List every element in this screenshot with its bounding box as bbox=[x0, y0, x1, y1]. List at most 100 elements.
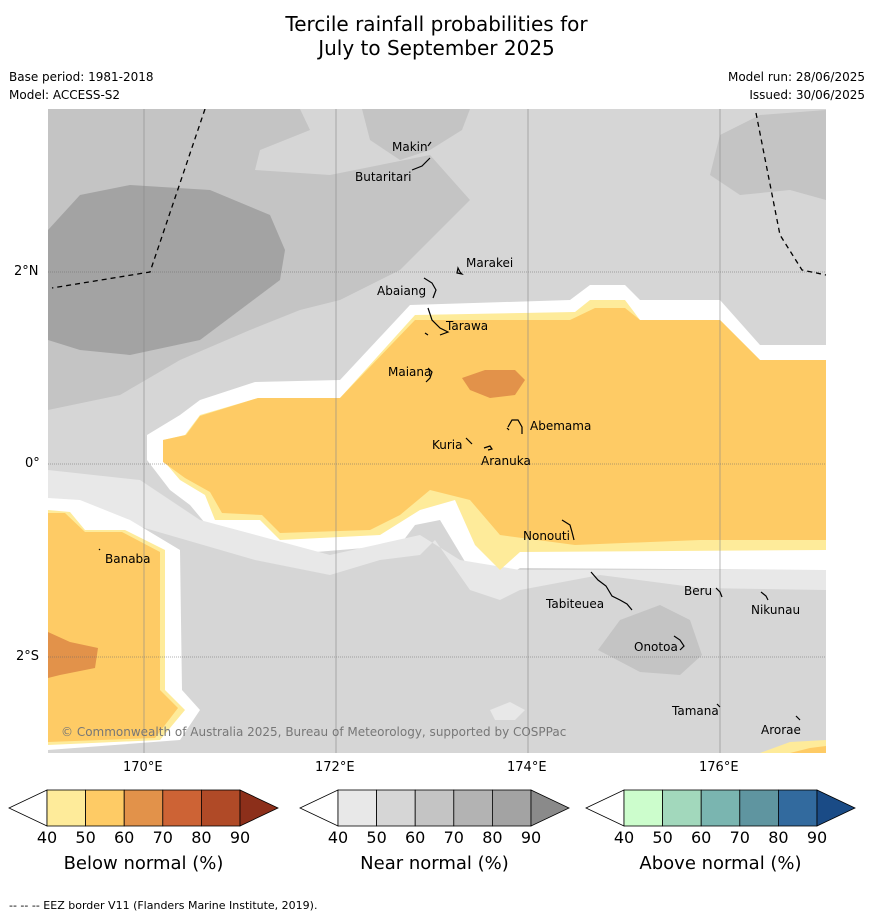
near-normal-40-50-band bbox=[48, 470, 826, 600]
label-beru: Beru bbox=[684, 584, 712, 598]
island-aranuka bbox=[483, 445, 493, 451]
label-abemama: Abemama bbox=[530, 419, 591, 433]
lat-tick-2n: 2°N bbox=[14, 264, 39, 279]
lon-tick-174e: 174°E bbox=[507, 760, 547, 775]
eez-footnote: -- -- -- EEZ border V11 (Flanders Marine… bbox=[9, 899, 318, 912]
colorbar-0-high-arrow bbox=[239, 789, 279, 827]
colorbar-1-tick-70: 70 bbox=[443, 828, 464, 847]
colorbar-0-segment-5 bbox=[200, 789, 241, 827]
colorbar-2-tick-70: 70 bbox=[729, 828, 750, 847]
near-normal-70-80-region bbox=[48, 185, 285, 355]
colorbar-2-tick-80: 80 bbox=[768, 828, 789, 847]
colorbar-2-segment-3 bbox=[700, 789, 741, 827]
island-tamana bbox=[716, 703, 721, 708]
label-banaba: Banaba bbox=[105, 552, 151, 566]
lon-tick-170e: 170°E bbox=[123, 760, 163, 775]
lat-tick-2s: 2°S bbox=[16, 649, 40, 664]
label-abaiang: Abaiang bbox=[377, 284, 426, 298]
lon-tick-172e: 172°E bbox=[315, 760, 355, 775]
lat-tick-0: 0° bbox=[25, 456, 40, 471]
banaba-60-70-region bbox=[48, 513, 178, 742]
label-onotoa: Onotoa bbox=[634, 640, 678, 654]
label-nikunau: Nikunau bbox=[751, 603, 800, 617]
graticule bbox=[48, 271, 826, 658]
label-tamana: Tamana bbox=[671, 704, 719, 718]
island-kuria bbox=[465, 437, 473, 445]
colorbar-0-tick-90: 90 bbox=[229, 828, 251, 847]
below-normal-60-70-region bbox=[163, 308, 826, 545]
label-makin: Makin bbox=[392, 140, 428, 154]
label-aranuka: Aranuka bbox=[481, 454, 531, 468]
colorbar-0-label: Below normal (%) bbox=[63, 853, 224, 874]
probability-field: Makin Butaritari Marakei Abaiang Tarawa … bbox=[48, 109, 826, 753]
colorbar-1-segment-3 bbox=[414, 789, 455, 827]
lon-tick-176e: 176°E bbox=[699, 760, 739, 775]
island-abaiang bbox=[423, 277, 437, 299]
base-period: Base period: 1981-2018 bbox=[9, 70, 154, 84]
island-tabiteuea bbox=[590, 571, 633, 611]
issued-date: Issued: 30/06/2025 bbox=[749, 88, 865, 102]
colorbar-2-tick-90: 90 bbox=[806, 828, 828, 847]
colorbar-2-segment-1 bbox=[623, 789, 663, 827]
colorbar-near-normal bbox=[299, 789, 570, 827]
island-nikunau bbox=[760, 591, 769, 601]
island-abemama bbox=[506, 419, 523, 434]
colorbar-2-segment-4 bbox=[739, 789, 779, 827]
colorbar-2-high-arrow bbox=[816, 789, 856, 827]
label-arorae: Arorae bbox=[761, 723, 801, 737]
colorbar-above-normal bbox=[585, 789, 856, 827]
island-marakei bbox=[456, 266, 464, 275]
title-line-1: Tercile rainfall probabilities for bbox=[285, 12, 588, 36]
near-normal-small-patch bbox=[490, 702, 525, 720]
near-normal-60-70-ne bbox=[710, 110, 826, 200]
island-maiana bbox=[425, 367, 433, 383]
near-normal-60-70-onotoa bbox=[598, 605, 702, 675]
colorbar-0-segment-2 bbox=[85, 789, 125, 827]
island-makin bbox=[411, 141, 432, 171]
colorbar-1-tick-60: 60 bbox=[405, 828, 426, 847]
colorbar-1-low-arrow bbox=[299, 789, 339, 827]
colorbar-0-tick-60: 60 bbox=[114, 828, 135, 847]
colorbar-0-segment-1 bbox=[46, 789, 86, 827]
label-marakei: Marakei bbox=[466, 256, 513, 270]
island-nonouti bbox=[561, 519, 575, 541]
island-tarawa bbox=[424, 307, 450, 336]
colorbar-0-tick-40: 40 bbox=[36, 828, 58, 847]
place-labels: Makin Butaritari Marakei Abaiang Tarawa … bbox=[105, 140, 801, 737]
colorbar-2-low-arrow bbox=[585, 789, 625, 827]
island-onotoa bbox=[673, 635, 685, 651]
title-line-2: July to September 2025 bbox=[318, 36, 555, 60]
meridians bbox=[143, 109, 721, 753]
colorbar-1-tick-80: 80 bbox=[482, 828, 503, 847]
colorbar-0-tick-70: 70 bbox=[152, 828, 173, 847]
colorbar-2-tick-50: 50 bbox=[652, 828, 673, 847]
colorbar-2-segment-5 bbox=[778, 789, 818, 827]
copyright-notice: © Commonwealth of Australia 2025, Bureau… bbox=[61, 725, 566, 739]
island-arorae bbox=[795, 715, 801, 721]
label-nonouti: Nonouti bbox=[523, 529, 570, 543]
model-run: Model run: 28/06/2025 bbox=[727, 70, 865, 84]
label-kuria: Kuria bbox=[432, 438, 463, 452]
colorbar-1-tick-90: 90 bbox=[520, 828, 542, 847]
colorbar-2-label: Above normal (%) bbox=[639, 853, 802, 874]
island-beru bbox=[715, 587, 723, 598]
colorbar-0-tick-80: 80 bbox=[191, 828, 212, 847]
colorbar-1-tick-50: 50 bbox=[366, 828, 387, 847]
colorbar-1-segment-4 bbox=[453, 789, 493, 827]
eez-border bbox=[51, 109, 826, 289]
label-maiana: Maiana bbox=[388, 365, 431, 379]
colorbar-0-low-arrow bbox=[8, 789, 48, 827]
label-butaritari: Butaritari bbox=[355, 170, 412, 184]
label-tabiteuea: Tabiteuea bbox=[545, 597, 604, 611]
colorbar-0-segment-3 bbox=[123, 789, 164, 827]
colorbar-below-normal bbox=[8, 789, 279, 827]
colorbar-1-tick-40: 40 bbox=[327, 828, 349, 847]
colorbar-1-high-arrow bbox=[530, 789, 570, 827]
colorbar-2-tick-60: 60 bbox=[691, 828, 712, 847]
colorbar-0-segment-4 bbox=[162, 789, 202, 827]
colorbar-1-segment-2 bbox=[376, 789, 416, 827]
island-banaba bbox=[98, 548, 101, 551]
meta-right: Model run: 28/06/2025 Issued: 30/06/2025 bbox=[728, 68, 865, 104]
label-tarawa: Tarawa bbox=[445, 319, 488, 333]
